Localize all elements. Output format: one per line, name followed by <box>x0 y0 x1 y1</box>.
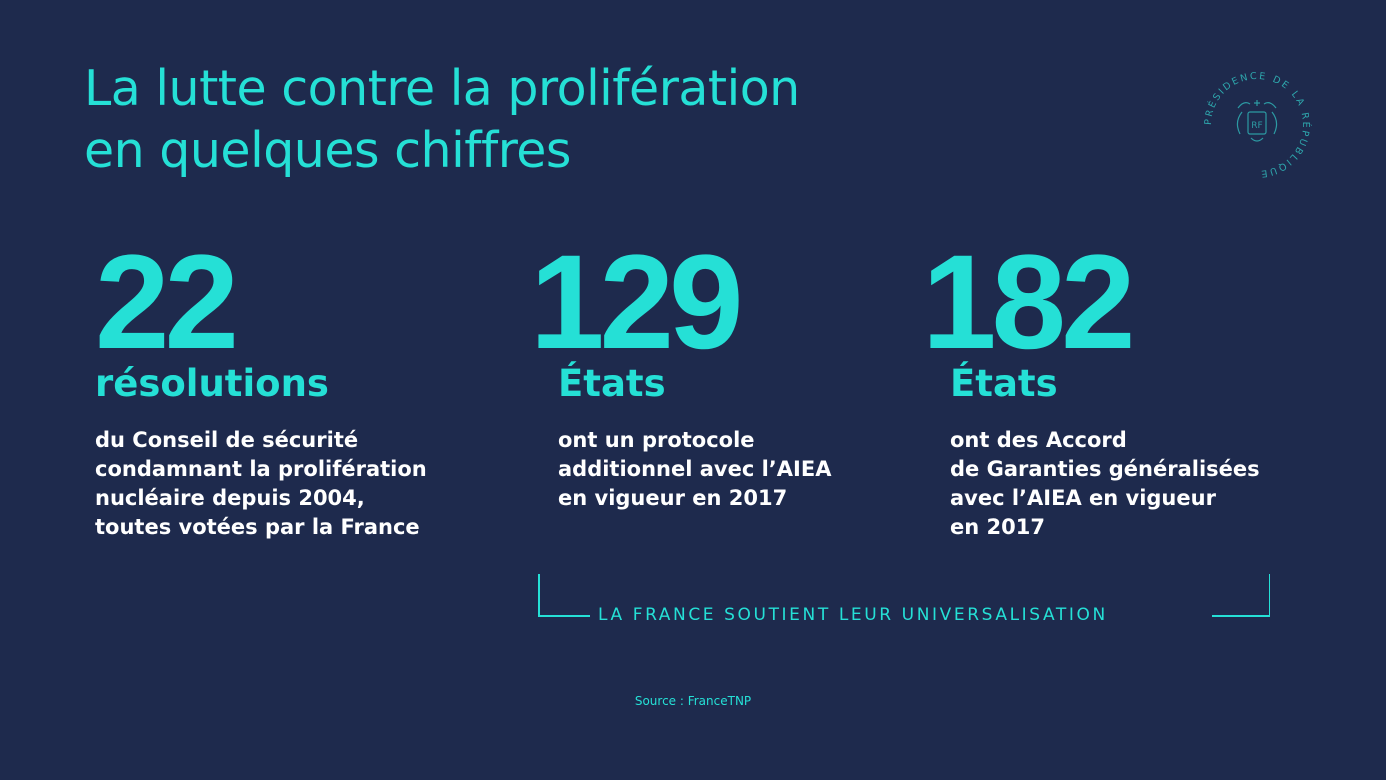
stat-description: ont un protocole additionnel avec l’AIEA… <box>558 428 832 510</box>
stat-description: ont des Accord de Garanties généralisées… <box>950 428 1260 539</box>
bracket-line-left <box>538 615 590 617</box>
bracket-line-right <box>1212 615 1270 617</box>
bracket-right-edge <box>1268 574 1270 617</box>
page-title: La lutte contre la prolifération en quel… <box>84 58 800 182</box>
title-line-1: La lutte contre la prolifération <box>84 60 800 117</box>
stat-number: 129 <box>530 228 744 377</box>
presidency-seal-icon: PRÉSIDENCE DE LA RÉPUBLIQUE RF <box>1203 71 1310 179</box>
stat-unit: États <box>950 362 1058 405</box>
stat-unit: États <box>558 362 666 405</box>
stat-number: 22 <box>95 228 239 377</box>
stat-resolutions: 22 résolutions du Conseil de sécurité co… <box>95 236 427 542</box>
source-note: Source : FranceTNP <box>634 694 752 708</box>
stat-description: du Conseil de sécurité condamnant la pro… <box>95 428 427 539</box>
svg-text:RF: RF <box>1251 121 1262 131</box>
stat-safeguards-agreement: 182 États ont des Accord de Garanties gé… <box>922 236 1260 542</box>
bracket-left-edge <box>538 574 540 617</box>
bracket-label: LA FRANCE SOUTIENT LEUR UNIVERSALISATION <box>598 605 1108 625</box>
title-line-2: en quelques chiffres <box>84 122 571 179</box>
universalisation-bracket: LA FRANCE SOUTIENT LEUR UNIVERSALISATION <box>538 574 1270 625</box>
stat-additional-protocol: 129 États ont un protocole additionnel a… <box>530 236 831 513</box>
stat-unit: résolutions <box>95 362 329 405</box>
stat-number: 182 <box>922 228 1136 377</box>
